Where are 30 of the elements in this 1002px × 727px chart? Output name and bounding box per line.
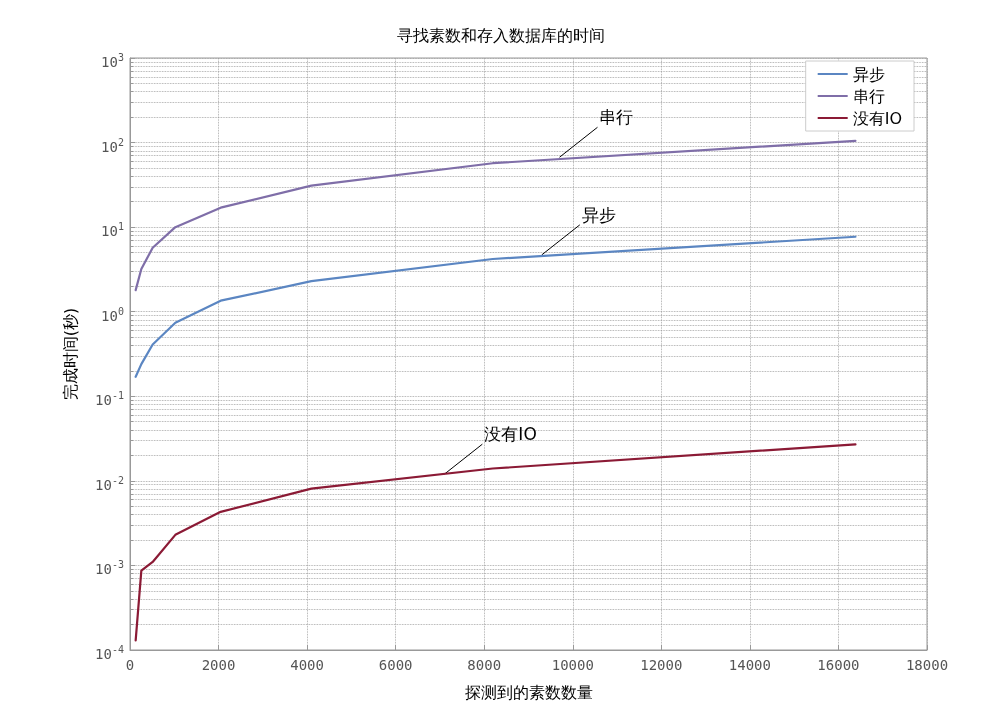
- x-axis-title: 探测到的素数数量: [464, 682, 593, 702]
- x-tick-label: 14000: [728, 657, 771, 673]
- y-axis-title: 完成时间(秒): [60, 307, 80, 401]
- line-series: [134, 235, 857, 378]
- line-series: [134, 139, 857, 292]
- x-tick-label: 18000: [905, 657, 949, 673]
- y-tick-label: 10$^{2}$: [101, 135, 124, 157]
- legend-label: 没有IO: [852, 108, 902, 128]
- annotation: 没有IO: [484, 424, 537, 445]
- y-tick-label: 10$^{-2}$: [95, 473, 124, 495]
- legend-label: 异步: [852, 64, 885, 84]
- y-tick-label: 10$^{-3}$: [95, 558, 124, 580]
- annotation: 异步: [581, 204, 616, 225]
- x-tick-label: 4000: [290, 657, 324, 673]
- legend-label: 串行: [852, 86, 885, 106]
- line-series: [134, 443, 857, 642]
- x-tick-label: 10000: [551, 657, 594, 673]
- chart-title: 寻找素数和存入数据库的时间: [397, 25, 605, 45]
- x-tick-label: 2000: [201, 657, 236, 673]
- x-tick-label: 0: [125, 657, 135, 673]
- y-tick-label: 10$^{-1}$: [95, 389, 124, 410]
- x-tick-label: 16000: [817, 657, 860, 673]
- y-tick-label: 10$^{-4}$: [95, 643, 124, 664]
- x-tick-label: 12000: [640, 657, 683, 673]
- y-tick-label: 10$^{1}$: [101, 220, 124, 241]
- y-tick-label: 10$^{0}$: [101, 304, 124, 326]
- annotation: 串行: [599, 107, 634, 128]
- x-tick-label: 6000: [378, 657, 413, 673]
- y-tick-label: 10$^{3}$: [101, 51, 124, 72]
- x-tick-label: 8000: [467, 657, 502, 673]
